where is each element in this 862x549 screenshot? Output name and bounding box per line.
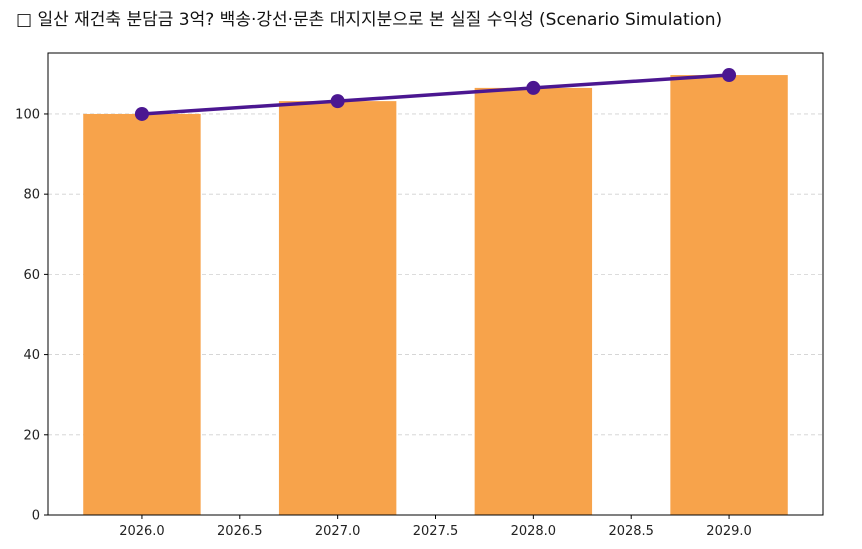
bar [474, 87, 593, 515]
bar [670, 75, 788, 516]
data-point [134, 106, 149, 121]
y-tick-label: 60 [23, 268, 40, 283]
bar [83, 113, 201, 515]
y-tick-label: 20 [23, 428, 40, 443]
x-tick-label: 2027.0 [315, 524, 361, 539]
data-point [526, 80, 541, 95]
bars [83, 75, 788, 516]
y-tick-label: 80 [23, 188, 40, 203]
y-tick-label: 100 [15, 107, 40, 122]
bar [278, 101, 397, 515]
y-tick-label: 40 [23, 348, 40, 363]
data-point [330, 94, 345, 109]
series-line [141, 73, 730, 116]
chart-title: □ 일산 재건축 분담금 3억? 백송·강선·문촌 대지지분으로 본 실질 수익… [16, 10, 722, 30]
data-point [722, 68, 737, 83]
line-series [134, 68, 737, 121]
x-tick-label: 2028.5 [608, 524, 654, 539]
x-tick-label: 2029.0 [706, 524, 752, 539]
x-tick-label: 2026.0 [119, 524, 165, 539]
x-tick-label: 2027.5 [413, 524, 459, 539]
x-tick-label: 2028.0 [511, 524, 557, 539]
x-axis: 2026.0 2026.5 2027.0 2027.5 2028.0 2028.5 2029… [119, 515, 752, 539]
y-axis: 0 20 40 60 80 100 [15, 107, 48, 524]
y-tick-label: 0 [32, 509, 40, 524]
x-tick-label: 2026.5 [217, 524, 263, 539]
